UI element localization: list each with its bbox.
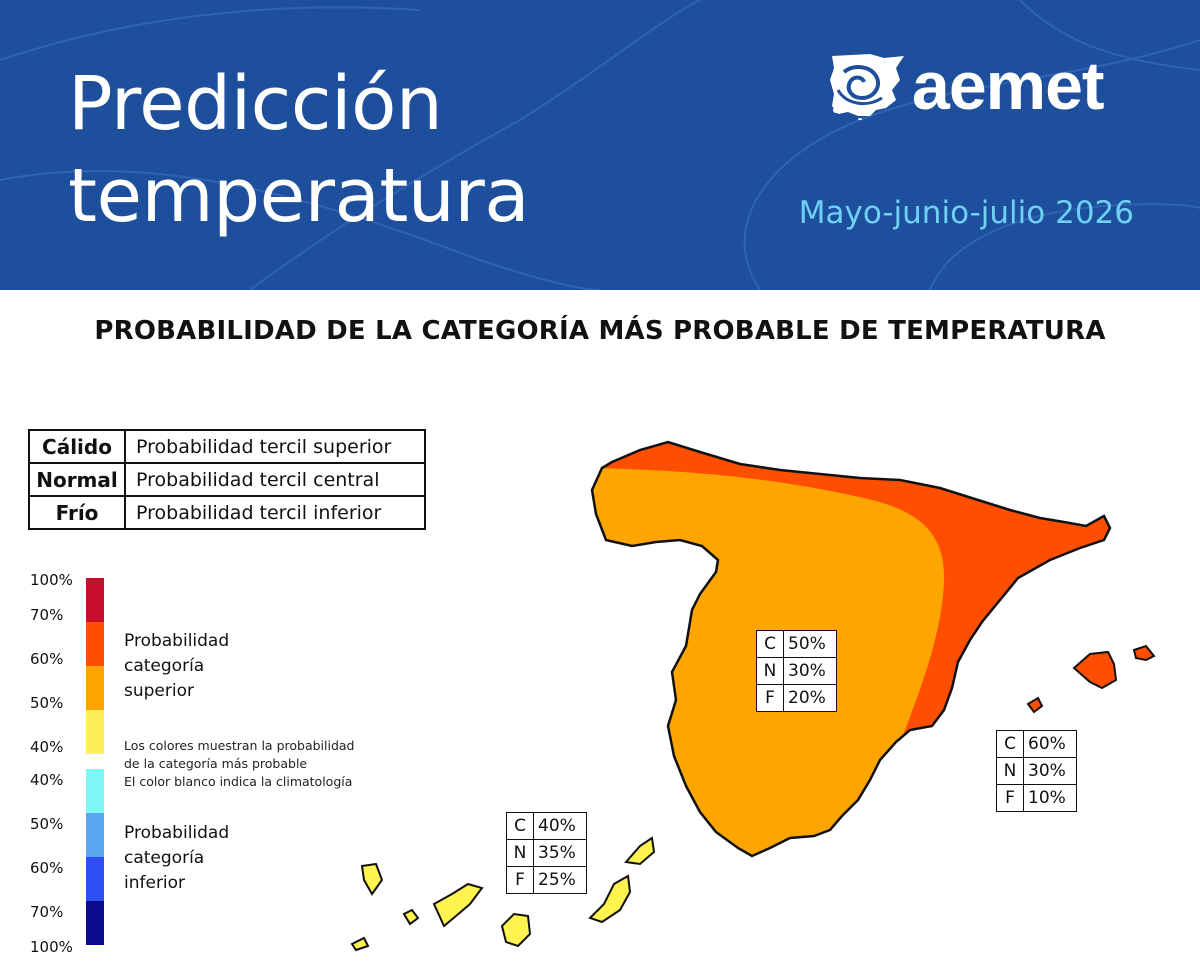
category-description: Probabilidad tercil superior — [124, 429, 426, 464]
probability-box-peninsula: C 50% N 30% F 20% — [756, 630, 837, 712]
category-value: 60% — [1023, 730, 1077, 758]
probability-box-east: C 60% N 30% F 10% — [996, 730, 1077, 812]
island-fuerteventura — [588, 874, 632, 924]
page-title: Predicción temperatura — [68, 58, 530, 242]
category-value: 30% — [1023, 757, 1077, 785]
probability-row: C 60% — [996, 730, 1077, 758]
category-code: N — [506, 839, 534, 867]
category-value: 10% — [1023, 784, 1077, 812]
section-title: PROBABILIDAD DE LA CATEGORÍA MÁS PROBABL… — [94, 316, 1106, 346]
scale-tick-upper-100: 100% — [30, 571, 73, 589]
probability-row: F 10% — [996, 784, 1077, 812]
scale-label-line: categoría — [124, 848, 205, 868]
scale-swatch-lower-60-70 — [86, 857, 104, 901]
scale-swatch-upper-40-50 — [86, 710, 104, 754]
scale-tick-upper-50: 50% — [30, 694, 64, 712]
canary-islands — [350, 836, 656, 952]
island-menorca — [1132, 644, 1156, 662]
scale-label-line: superior — [124, 681, 194, 701]
aemet-logo-icon — [830, 54, 904, 120]
scale-swatch-upper-50-60 — [86, 666, 104, 710]
category-value: 20% — [783, 684, 837, 712]
scale-swatch-upper-70-100 — [86, 578, 104, 622]
island-la-gomera — [402, 908, 420, 926]
island-tenerife — [432, 882, 484, 928]
scale-swatch-lower-70-100 — [86, 901, 104, 945]
probability-row: C 50% — [756, 630, 837, 658]
scale-tick-lower-60: 60% — [30, 859, 64, 877]
category-code: F — [506, 866, 534, 894]
category-code: C — [756, 630, 784, 658]
category-name: Frío — [28, 495, 126, 530]
scale-tick-lower-50: 50% — [30, 815, 64, 833]
island-lanzarote — [624, 836, 656, 866]
category-value: 40% — [533, 812, 587, 840]
scale-tick-lower-40: 40% — [30, 771, 64, 789]
scale-note-line: de la categoría más probable — [124, 756, 308, 771]
scale-note-line: El color blanco indica la climatología — [124, 774, 353, 789]
probability-row: C 40% — [506, 812, 587, 840]
balearic-islands — [1026, 644, 1156, 714]
scale-swatch-climatology — [86, 754, 104, 769]
scale-tick-lower-70: 70% — [30, 903, 64, 921]
category-code: N — [756, 657, 784, 685]
category-value: 35% — [533, 839, 587, 867]
scale-label-line: inferior — [124, 873, 186, 893]
category-legend-table: Cálido Probabilidad tercil superior Norm… — [28, 429, 426, 530]
island-la-palma — [360, 862, 384, 896]
probability-row: N 30% — [996, 757, 1077, 785]
probability-row: F 25% — [506, 866, 587, 894]
island-ibiza — [1026, 696, 1044, 714]
title-line-2: temperatura — [68, 153, 530, 239]
category-name: Normal — [28, 462, 126, 497]
scale-swatch-lower-50-60 — [86, 813, 104, 857]
category-value: 25% — [533, 866, 587, 894]
category-code: F — [756, 684, 784, 712]
island-gran-canaria — [500, 912, 532, 948]
scale-note-line: Los colores muestran la probabilidad — [124, 738, 355, 753]
probability-row: N 30% — [756, 657, 837, 685]
title-line-1: Predicción — [68, 61, 443, 147]
probability-row: N 35% — [506, 839, 587, 867]
category-code: C — [506, 812, 534, 840]
scale-tick-upper-40: 40% — [30, 738, 64, 756]
category-description: Probabilidad tercil central — [124, 462, 426, 497]
category-row-calido: Cálido Probabilidad tercil superior — [28, 429, 426, 464]
scale-tick-upper-60: 60% — [30, 650, 64, 668]
scale-label-line: Probabilidad — [124, 823, 230, 843]
logo-wordmark: aemet — [912, 48, 1105, 124]
scale-label-line: Probabilidad — [124, 631, 230, 651]
scale-label-upper: Probabilidad categoría superior — [124, 629, 229, 704]
scale-swatch-lower-40-50 — [86, 769, 104, 813]
scale-label-lower: Probabilidad categoría inferior — [124, 821, 229, 896]
category-code: N — [996, 757, 1024, 785]
category-row-frio: Frío Probabilidad tercil inferior — [28, 495, 426, 530]
scale-tick-upper-70: 70% — [30, 606, 64, 624]
scale-tick-lower-100: 100% — [30, 938, 73, 956]
category-value: 30% — [783, 657, 837, 685]
category-row-normal: Normal Probabilidad tercil central — [28, 462, 426, 497]
category-code: F — [996, 784, 1024, 812]
forecast-period: Mayo-junio-julio 2026 — [798, 195, 1134, 231]
probability-color-scale: 100% 70% 60% 50% 40% 40% 50% 60% 70% 100… — [0, 565, 400, 965]
header-banner: Predicción temperatura aemet Mayo-junio-… — [0, 0, 1200, 290]
category-name: Cálido — [28, 429, 126, 464]
scale-swatch-upper-60-70 — [86, 622, 104, 666]
category-code: C — [996, 730, 1024, 758]
island-mallorca — [1072, 650, 1118, 690]
scale-note: Los colores muestran la probabilidad de … — [124, 737, 355, 791]
island-el-hierro — [350, 936, 370, 952]
probability-row: F 20% — [756, 684, 837, 712]
category-value: 50% — [783, 630, 837, 658]
probability-box-canarias: C 40% N 35% F 25% — [506, 812, 587, 894]
category-description: Probabilidad tercil inferior — [124, 495, 426, 530]
scale-label-line: categoría — [124, 656, 205, 676]
